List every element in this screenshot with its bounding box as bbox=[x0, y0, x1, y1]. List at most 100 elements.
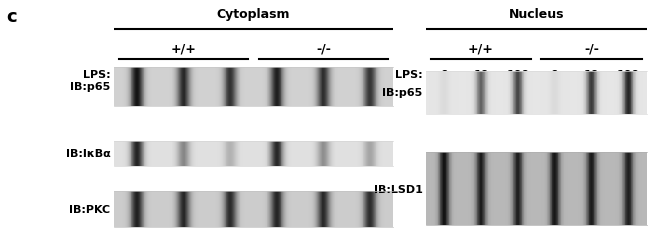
Bar bbox=[474, 152, 475, 225]
Bar bbox=[437, 71, 438, 115]
Bar bbox=[335, 141, 337, 166]
Bar bbox=[213, 191, 214, 228]
Bar bbox=[281, 191, 283, 228]
Bar bbox=[615, 71, 616, 115]
Bar bbox=[529, 71, 530, 115]
Bar bbox=[223, 68, 224, 106]
Bar bbox=[332, 191, 333, 228]
Bar bbox=[114, 141, 393, 166]
Bar bbox=[338, 68, 339, 106]
Bar bbox=[167, 141, 168, 166]
Bar bbox=[291, 191, 292, 228]
Bar bbox=[331, 191, 332, 228]
Bar bbox=[280, 68, 281, 106]
Text: IB:p65: IB:p65 bbox=[382, 88, 422, 98]
Bar bbox=[200, 68, 202, 106]
Bar bbox=[468, 71, 469, 115]
Bar bbox=[540, 152, 541, 225]
Bar bbox=[241, 141, 242, 166]
Bar bbox=[381, 141, 382, 166]
Bar bbox=[222, 68, 223, 106]
Bar bbox=[138, 191, 139, 228]
Bar bbox=[482, 71, 483, 115]
Bar bbox=[353, 68, 354, 106]
Bar bbox=[457, 152, 458, 225]
Bar bbox=[387, 68, 389, 106]
Bar bbox=[491, 152, 493, 225]
Bar bbox=[214, 141, 216, 166]
Bar bbox=[187, 191, 188, 228]
Bar bbox=[351, 68, 352, 106]
Bar bbox=[178, 141, 179, 166]
Bar bbox=[338, 141, 339, 166]
Bar bbox=[245, 68, 246, 106]
Bar bbox=[485, 71, 486, 115]
Bar bbox=[355, 141, 356, 166]
Bar bbox=[580, 71, 582, 115]
Bar bbox=[554, 71, 556, 115]
Bar bbox=[554, 152, 555, 225]
Bar bbox=[177, 191, 178, 228]
Bar bbox=[187, 68, 188, 106]
Bar bbox=[357, 68, 358, 106]
Bar bbox=[129, 141, 131, 166]
Bar bbox=[526, 152, 527, 225]
Bar bbox=[277, 68, 278, 106]
Bar bbox=[148, 141, 150, 166]
Bar bbox=[168, 141, 169, 166]
Bar bbox=[185, 68, 186, 106]
Text: IB:p65: IB:p65 bbox=[70, 82, 111, 92]
Bar bbox=[525, 152, 526, 225]
Bar bbox=[367, 191, 369, 228]
Bar bbox=[564, 71, 566, 115]
Bar bbox=[621, 71, 622, 115]
Bar bbox=[476, 152, 477, 225]
Bar bbox=[287, 191, 289, 228]
Bar bbox=[636, 71, 638, 115]
Bar bbox=[281, 141, 283, 166]
Bar bbox=[525, 71, 526, 115]
Bar bbox=[131, 68, 132, 106]
Bar bbox=[599, 152, 601, 225]
Bar bbox=[520, 71, 521, 115]
Bar bbox=[486, 71, 488, 115]
Bar bbox=[320, 141, 321, 166]
Bar bbox=[530, 71, 532, 115]
Bar bbox=[374, 141, 376, 166]
Bar bbox=[185, 191, 187, 228]
Bar bbox=[551, 152, 552, 225]
Bar bbox=[307, 141, 308, 166]
Bar bbox=[148, 191, 149, 228]
Bar bbox=[547, 152, 549, 225]
Bar bbox=[240, 141, 242, 166]
Bar bbox=[488, 71, 489, 115]
Bar bbox=[262, 68, 263, 106]
Bar bbox=[166, 68, 167, 106]
Bar bbox=[530, 152, 532, 225]
Bar bbox=[552, 152, 554, 225]
Bar bbox=[232, 191, 233, 228]
Bar bbox=[489, 71, 490, 115]
Bar bbox=[183, 141, 185, 166]
Bar bbox=[262, 141, 263, 166]
Bar bbox=[560, 152, 561, 225]
Bar bbox=[492, 71, 493, 115]
Bar bbox=[363, 68, 365, 106]
Bar bbox=[261, 141, 262, 166]
Bar bbox=[593, 152, 594, 225]
Bar bbox=[135, 141, 136, 166]
Bar bbox=[178, 68, 179, 106]
Bar bbox=[565, 71, 566, 115]
Bar bbox=[170, 68, 171, 106]
Bar bbox=[558, 71, 559, 115]
Bar bbox=[320, 191, 321, 228]
Bar bbox=[229, 141, 231, 166]
Bar bbox=[376, 191, 377, 228]
Bar bbox=[593, 152, 595, 225]
Bar bbox=[216, 191, 218, 228]
Bar bbox=[632, 71, 634, 115]
Bar bbox=[488, 152, 489, 225]
Bar bbox=[152, 141, 153, 166]
Bar bbox=[515, 71, 516, 115]
Bar bbox=[620, 71, 621, 115]
